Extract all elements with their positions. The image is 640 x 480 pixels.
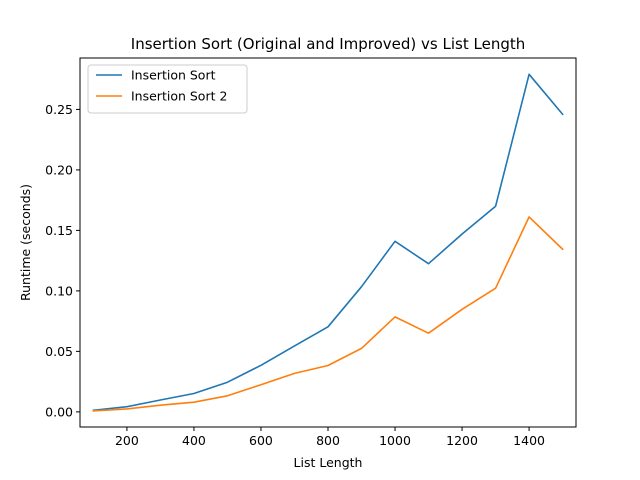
series-line-1 (92, 73, 564, 412)
legend: Insertion Sort Insertion Sort 2 (87, 64, 248, 114)
plot-frame (79, 57, 577, 428)
legend-box (87, 64, 248, 114)
x-tick-label: 600 (249, 433, 273, 448)
y-tick-label: 0.25 (45, 102, 73, 117)
y-tick-label: 0.00 (45, 404, 73, 419)
y-axis-title: Runtime (seconds) (18, 184, 33, 301)
chart-title: Insertion Sort (Original and Improved) v… (131, 35, 525, 53)
x-tick-label: 800 (316, 433, 340, 448)
x-tick-label: 400 (182, 433, 206, 448)
y-tick-label: 0.05 (45, 344, 73, 359)
x-tick-label: 200 (115, 433, 139, 448)
legend-label-2: Insertion Sort 2 (131, 89, 227, 104)
series-line-2 (92, 216, 564, 412)
x-tick-label: 1000 (379, 433, 411, 448)
y-tick-label: 0.15 (45, 223, 73, 238)
x-tick-label: 1400 (513, 433, 545, 448)
x-tick-label: 1200 (446, 433, 478, 448)
legend-label-1: Insertion Sort (131, 68, 216, 83)
y-tick-label: 0.10 (45, 283, 73, 298)
y-tick-label: 0.20 (45, 162, 73, 177)
x-axis-title: List Length (294, 455, 363, 470)
